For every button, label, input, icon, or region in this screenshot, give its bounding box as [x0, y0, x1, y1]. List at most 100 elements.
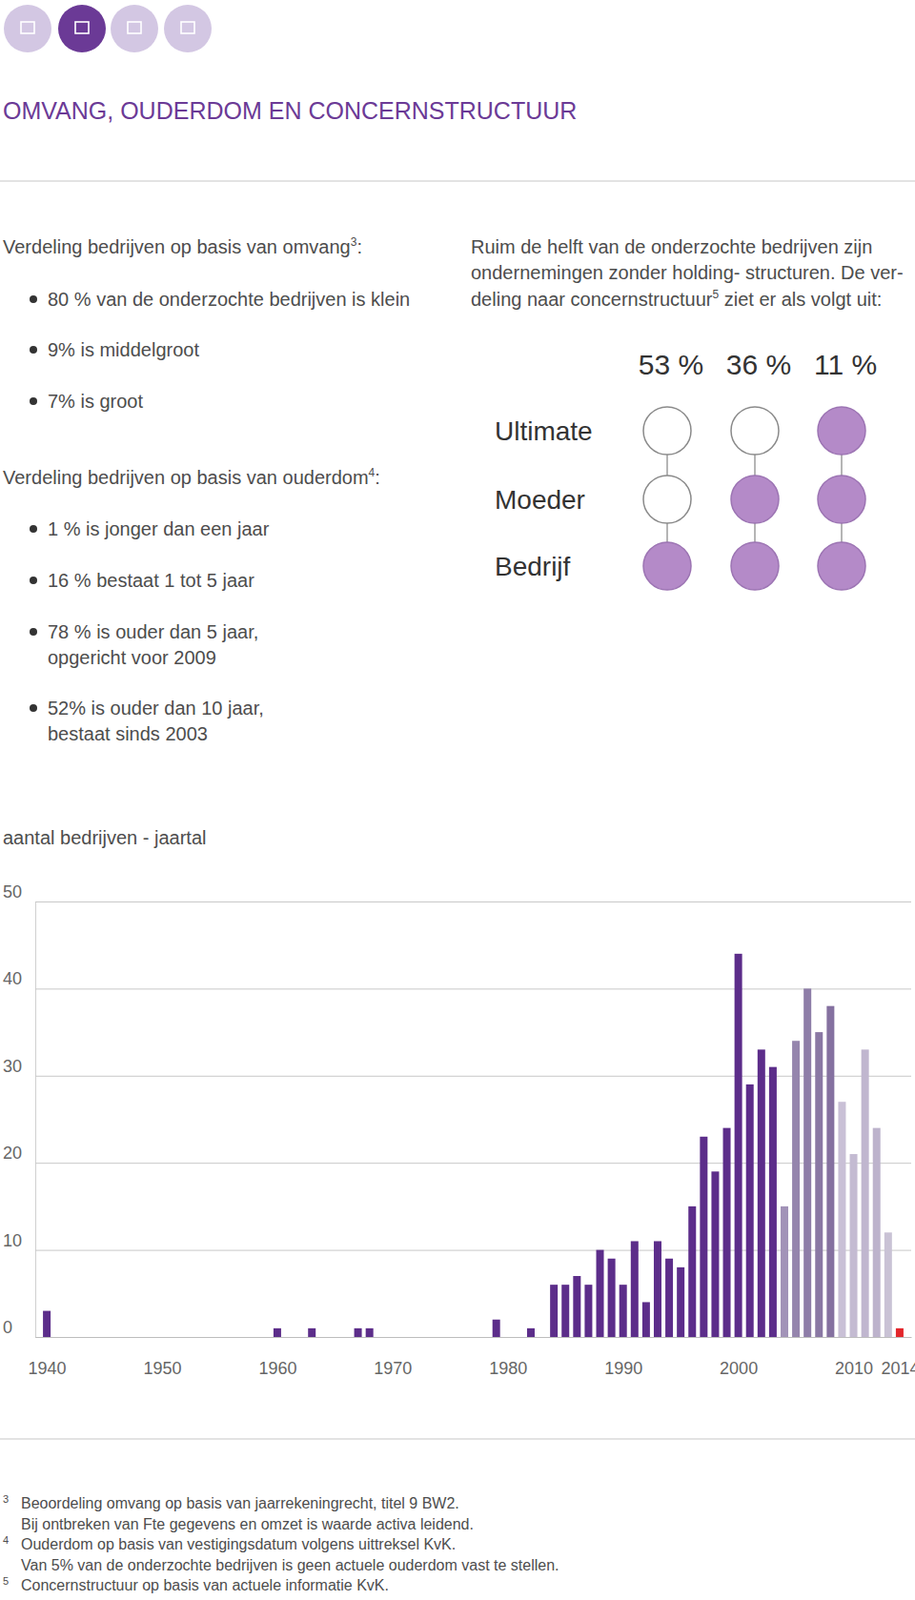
intro-line: ondernemingen zonder holding- structuren…: [470, 262, 904, 284]
bar: [273, 1328, 282, 1338]
bar: [861, 1049, 870, 1338]
nav-icon-circle: [3, 4, 52, 53]
bar: [711, 1171, 719, 1338]
bullet-text: 16 % bestaat 1 tot 5 jaar: [47, 569, 255, 591]
bar: [884, 1232, 893, 1338]
bar: [723, 1128, 732, 1338]
structure-node: [731, 475, 779, 524]
structure-node: [817, 542, 866, 590]
bar: [780, 1206, 789, 1338]
bar: [895, 1328, 904, 1338]
y-tick-label: 40: [2, 969, 22, 989]
nav-icon: [3, 4, 52, 53]
bullet-text: 80 % van de onderzochte bedrijven is kle…: [47, 288, 410, 310]
x-tick-label: 1960: [258, 1359, 297, 1379]
y-axis: 01020304050: [2, 882, 912, 1339]
x-tick: 1990: [604, 1337, 643, 1379]
footnote-text: Van 5% van de onderzochte bedrijven is g…: [20, 1557, 560, 1574]
axis-line: [36, 1337, 913, 1339]
bar: [596, 1250, 605, 1338]
y-tick-label: 30: [2, 1057, 22, 1077]
bar: [608, 1259, 616, 1338]
grid-line: [35, 1076, 912, 1078]
bar: [837, 1101, 846, 1338]
intro-line-text: ondernemingen zonder holding- structuren…: [470, 262, 904, 284]
bar: [642, 1301, 651, 1338]
structure-percent: 36 %: [726, 348, 792, 381]
bar: [676, 1267, 685, 1338]
y-tick: 50: [2, 882, 912, 903]
nav-icon-circle: [163, 4, 212, 53]
grid-line: [35, 1162, 912, 1164]
y-tick-label: 50: [2, 882, 22, 902]
y-tick-label: 20: [2, 1143, 22, 1163]
intro-line-text: Ruim de helft van de onderzochte bedrijv…: [470, 236, 873, 258]
footnote-text: Ouderdom op basis van vestigingsdatum vo…: [20, 1536, 456, 1553]
bar: [572, 1276, 581, 1338]
section-heading-after: :: [374, 467, 381, 488]
structure-node: [731, 406, 779, 455]
grid-line: [35, 1337, 912, 1339]
footnote-number: 5: [2, 1575, 9, 1587]
nav-icon-glyph: [181, 21, 195, 34]
y-tick-label: 0: [2, 1318, 13, 1338]
bullet-text: opgericht voor 2009: [47, 647, 217, 669]
chart-title: aantal bedrijven - jaartal: [2, 827, 206, 849]
axis-line: [36, 902, 913, 1339]
bullet-dot: [29, 576, 38, 585]
page: OMVANG, OUDERDOM EN CONCERNSTRUCTUURVerd…: [0, 0, 915, 1600]
nav-icon: [58, 4, 106, 53]
section-heading-after: :: [356, 236, 363, 258]
bar: [814, 1032, 823, 1338]
x-tick-label: 1970: [373, 1359, 412, 1379]
bar: [746, 1084, 754, 1338]
bar: [803, 988, 812, 1338]
bullet-text: bestaat sinds 2003: [47, 723, 208, 745]
rule: [0, 1438, 915, 1440]
x-tick-label: 1950: [142, 1359, 182, 1379]
bullet-text: 52% is ouder dan 10 jaar,: [47, 697, 265, 719]
bar: [549, 1284, 558, 1338]
structure-node: [643, 406, 692, 455]
bullet-text: 9% is middelgroot: [47, 339, 200, 361]
nav-icon: [110, 4, 159, 53]
bar: [757, 1049, 766, 1338]
nav-icon-glyph: [127, 21, 142, 34]
bars: [42, 954, 904, 1338]
section-heading-text: Verdeling bedrijven op basis van ouderdo…: [2, 467, 369, 488]
bar: [527, 1328, 535, 1338]
nav-icon-glyph: [75, 21, 89, 34]
structure-percent: 53 %: [638, 348, 704, 381]
x-tick-label: 1940: [28, 1359, 67, 1379]
bar: [584, 1284, 592, 1338]
footnote-number: 4: [2, 1534, 9, 1546]
intro-line: deling naar concernstructuur5 ziet er al…: [470, 287, 882, 310]
section-heading: Verdeling bedrijven op basis van omvang3…: [2, 235, 363, 258]
bar: [699, 1137, 708, 1338]
intro-line-after: ziet er als volgt uit:: [718, 288, 882, 310]
x-tick: 2014: [880, 1337, 915, 1379]
footnote-text: Bij ontbreken van Fte gegevens en omzet …: [20, 1516, 474, 1533]
bar: [561, 1284, 570, 1338]
x-tick: 1980: [488, 1337, 528, 1379]
level-label: Ultimate: [494, 416, 593, 447]
bar: [354, 1328, 363, 1338]
structure-node: [643, 475, 692, 524]
nav-icon: [163, 4, 212, 53]
x-tick: 2010: [834, 1337, 874, 1379]
bullet-dot: [29, 397, 38, 406]
bar: [653, 1240, 662, 1338]
rule: [0, 180, 915, 182]
bar: [492, 1320, 501, 1338]
bar: [688, 1206, 696, 1338]
bullet-dot: [29, 704, 38, 712]
bar: [850, 1154, 858, 1338]
structure-node: [643, 542, 692, 590]
grid-line: [35, 1250, 912, 1252]
bar: [792, 1040, 800, 1338]
intro-line: Ruim de helft van de onderzochte bedrijv…: [470, 236, 873, 258]
bullet-dot: [29, 345, 38, 354]
x-tick: 1960: [258, 1337, 297, 1379]
structure-node: [731, 542, 779, 590]
section-heading: Verdeling bedrijven op basis van ouderdo…: [2, 466, 381, 488]
